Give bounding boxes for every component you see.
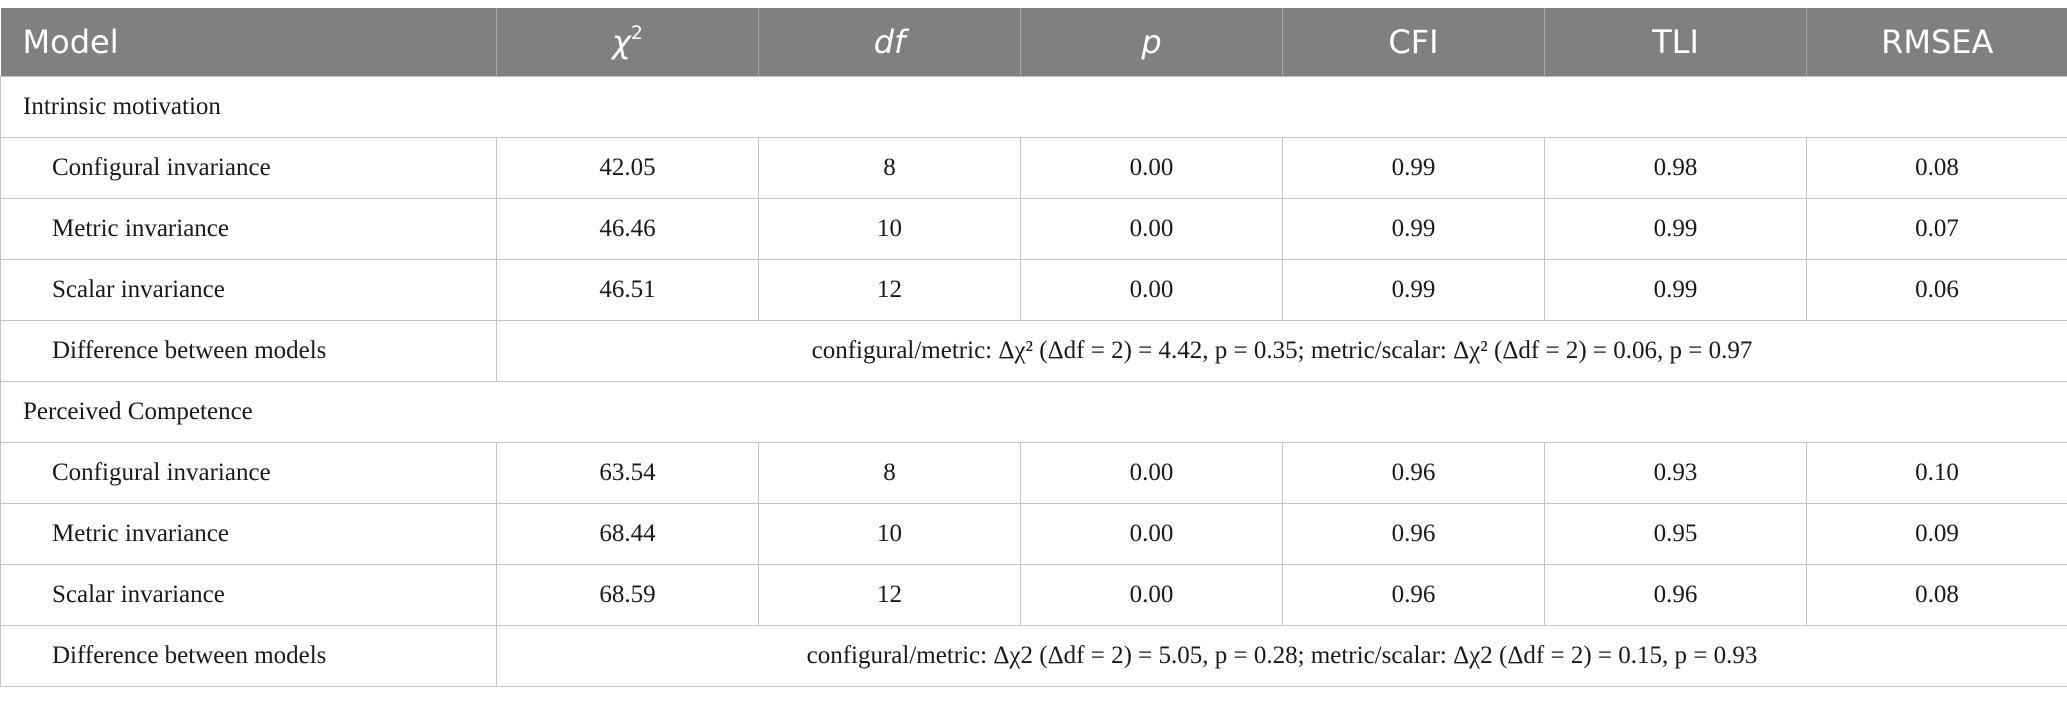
difference-text: configural/metric: Δχ² (Δdf = 2) = 4.42,… bbox=[496, 320, 2067, 382]
chi2-cell: 46.46 bbox=[496, 198, 759, 260]
cfi-cell: 0.96 bbox=[1282, 442, 1545, 504]
rmsea-cell: 0.08 bbox=[1806, 137, 2067, 199]
df-cell: 8 bbox=[758, 137, 1021, 199]
rmsea-cell: 0.10 bbox=[1806, 442, 2067, 504]
header-row: Model χ2 df p CFI TLI RMSEA bbox=[0, 8, 2067, 77]
header-model: Model bbox=[0, 8, 497, 77]
model-cell: Scalar invariance bbox=[0, 259, 497, 321]
model-cell: Scalar invariance bbox=[0, 564, 497, 626]
table-row: Scalar invariance 46.51 12 0.00 0.99 0.9… bbox=[0, 259, 2067, 321]
df-cell: 12 bbox=[758, 564, 1021, 626]
tli-cell: 0.99 bbox=[1544, 259, 1807, 321]
difference-label: Difference between models bbox=[0, 320, 497, 382]
chi2-cell: 46.51 bbox=[496, 259, 759, 321]
df-cell: 8 bbox=[758, 442, 1021, 504]
table-row: Scalar invariance 68.59 12 0.00 0.96 0.9… bbox=[0, 564, 2067, 626]
tli-cell: 0.99 bbox=[1544, 198, 1807, 260]
df-cell: 10 bbox=[758, 198, 1021, 260]
p-cell: 0.00 bbox=[1020, 442, 1283, 504]
p-cell: 0.00 bbox=[1020, 564, 1283, 626]
section-row: Perceived Competence bbox=[0, 381, 2067, 443]
tli-cell: 0.95 bbox=[1544, 503, 1807, 565]
model-cell: Metric invariance bbox=[0, 198, 497, 260]
rmsea-cell: 0.06 bbox=[1806, 259, 2067, 321]
header-p-text: p bbox=[1141, 23, 1162, 61]
table-row: Metric invariance 46.46 10 0.00 0.99 0.9… bbox=[0, 198, 2067, 260]
section-title: Perceived Competence bbox=[0, 381, 2067, 443]
cfi-cell: 0.96 bbox=[1282, 503, 1545, 565]
table-row: Metric invariance 68.44 10 0.00 0.96 0.9… bbox=[0, 503, 2067, 565]
header-chi-square: χ2 bbox=[496, 8, 759, 77]
cfi-cell: 0.96 bbox=[1282, 564, 1545, 626]
model-cell: Configural invariance bbox=[0, 137, 497, 199]
header-rmsea: RMSEA bbox=[1806, 8, 2067, 77]
cfi-cell: 0.99 bbox=[1282, 198, 1545, 260]
rmsea-cell: 0.07 bbox=[1806, 198, 2067, 260]
tli-cell: 0.98 bbox=[1544, 137, 1807, 199]
tli-cell: 0.93 bbox=[1544, 442, 1807, 504]
section-title: Intrinsic motivation bbox=[0, 76, 2067, 138]
invariance-table: Model χ2 df p CFI TLI RMSEA Intrinsic mo… bbox=[0, 8, 2067, 687]
table-body: Intrinsic motivation Configural invarian… bbox=[0, 76, 2067, 687]
chi-superscript: 2 bbox=[630, 22, 644, 44]
section-row: Intrinsic motivation bbox=[0, 76, 2067, 138]
difference-row: Difference between models configural/met… bbox=[0, 320, 2067, 382]
header-df: df bbox=[758, 8, 1021, 77]
tli-cell: 0.96 bbox=[1544, 564, 1807, 626]
table-row: Configural invariance 63.54 8 0.00 0.96 … bbox=[0, 442, 2067, 504]
header-p: p bbox=[1020, 8, 1283, 77]
model-cell: Metric invariance bbox=[0, 503, 497, 565]
header-df-text: df bbox=[873, 23, 906, 61]
p-cell: 0.00 bbox=[1020, 137, 1283, 199]
difference-row: Difference between models configural/met… bbox=[0, 625, 2067, 687]
p-cell: 0.00 bbox=[1020, 198, 1283, 260]
chi2-cell: 68.44 bbox=[496, 503, 759, 565]
chi2-cell: 68.59 bbox=[496, 564, 759, 626]
difference-label: Difference between models bbox=[0, 625, 497, 687]
model-cell: Configural invariance bbox=[0, 442, 497, 504]
rmsea-cell: 0.08 bbox=[1806, 564, 2067, 626]
df-cell: 12 bbox=[758, 259, 1021, 321]
difference-text: configural/metric: Δχ2 (Δdf = 2) = 5.05,… bbox=[496, 625, 2067, 687]
table-row: Configural invariance 42.05 8 0.00 0.99 … bbox=[0, 137, 2067, 199]
p-cell: 0.00 bbox=[1020, 503, 1283, 565]
chi2-cell: 63.54 bbox=[496, 442, 759, 504]
rmsea-cell: 0.09 bbox=[1806, 503, 2067, 565]
header-cfi: CFI bbox=[1282, 8, 1545, 77]
df-cell: 10 bbox=[758, 503, 1021, 565]
header-tli: TLI bbox=[1544, 8, 1807, 77]
chi2-cell: 42.05 bbox=[496, 137, 759, 199]
p-cell: 0.00 bbox=[1020, 259, 1283, 321]
chi-symbol: χ bbox=[611, 23, 631, 61]
cfi-cell: 0.99 bbox=[1282, 259, 1545, 321]
cfi-cell: 0.99 bbox=[1282, 137, 1545, 199]
